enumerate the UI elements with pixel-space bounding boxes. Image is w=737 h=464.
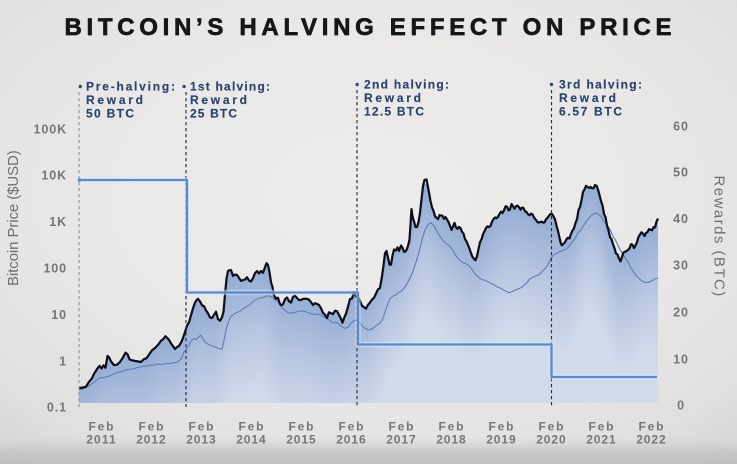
svg-text:2019: 2019 — [486, 433, 516, 447]
svg-text:2011: 2011 — [86, 433, 116, 447]
svg-text:2018: 2018 — [436, 433, 466, 447]
svg-text:1st halving:: 1st halving: — [190, 80, 270, 94]
svg-text:Feb: Feb — [589, 420, 614, 434]
svg-text:Feb: Feb — [639, 420, 664, 434]
svg-text:BITCOIN’S HALVING EFFECT ON PR: BITCOIN’S HALVING EFFECT ON PRICE — [65, 14, 672, 41]
svg-text:2014: 2014 — [236, 433, 266, 447]
svg-text:25 BTC: 25 BTC — [190, 107, 237, 121]
svg-text:Reward: Reward — [86, 93, 143, 107]
svg-text:2012: 2012 — [136, 433, 166, 447]
svg-text:1: 1 — [59, 355, 67, 369]
svg-text:Feb: Feb — [389, 420, 414, 434]
svg-text:Reward: Reward — [190, 93, 247, 107]
svg-text:10K: 10K — [41, 169, 67, 183]
svg-text:2020: 2020 — [536, 433, 566, 447]
svg-text:2016: 2016 — [336, 433, 366, 447]
svg-text:1K: 1K — [49, 215, 67, 229]
svg-text:Feb: Feb — [339, 420, 364, 434]
svg-text:12.5 BTC: 12.5 BTC — [364, 105, 424, 119]
svg-text:Feb: Feb — [189, 420, 214, 434]
svg-text:Bitcoin Price ($USD): Bitcoin Price ($USD) — [5, 150, 22, 286]
svg-text:Feb: Feb — [89, 420, 114, 434]
svg-text:Feb: Feb — [289, 420, 314, 434]
svg-text:Feb: Feb — [239, 420, 264, 434]
svg-text:Reward: Reward — [364, 91, 421, 105]
svg-text:6.57 BTC: 6.57 BTC — [559, 105, 622, 119]
svg-text:60: 60 — [673, 120, 689, 134]
svg-text:2nd halving:: 2nd halving: — [364, 78, 449, 92]
svg-text:3rd halving:: 3rd halving: — [559, 78, 642, 92]
svg-text:2021: 2021 — [586, 433, 616, 447]
svg-text:0.1: 0.1 — [47, 401, 67, 415]
svg-text:30: 30 — [673, 259, 689, 273]
svg-text:Pre-halving:: Pre-halving: — [86, 80, 175, 94]
svg-text:100: 100 — [43, 262, 67, 276]
svg-text:50: 50 — [673, 166, 689, 180]
svg-text:Feb: Feb — [139, 420, 164, 434]
svg-text:40: 40 — [673, 212, 689, 226]
svg-text:20: 20 — [673, 306, 689, 320]
svg-text:50 BTC: 50 BTC — [86, 107, 134, 121]
svg-text:Feb: Feb — [489, 420, 514, 434]
svg-text:2017: 2017 — [386, 433, 416, 447]
svg-text:Feb: Feb — [539, 420, 564, 434]
svg-text:10: 10 — [673, 353, 689, 367]
svg-text:2013: 2013 — [186, 433, 216, 447]
svg-text:Feb: Feb — [439, 420, 464, 434]
svg-text:2022: 2022 — [636, 433, 666, 447]
svg-text:Reward: Reward — [559, 91, 616, 105]
svg-text:100K: 100K — [34, 123, 67, 137]
svg-text:0: 0 — [677, 399, 685, 413]
svg-text:2015: 2015 — [286, 433, 316, 447]
svg-text:10: 10 — [51, 308, 67, 322]
svg-text:Rewards (BTC): Rewards (BTC) — [711, 176, 728, 297]
